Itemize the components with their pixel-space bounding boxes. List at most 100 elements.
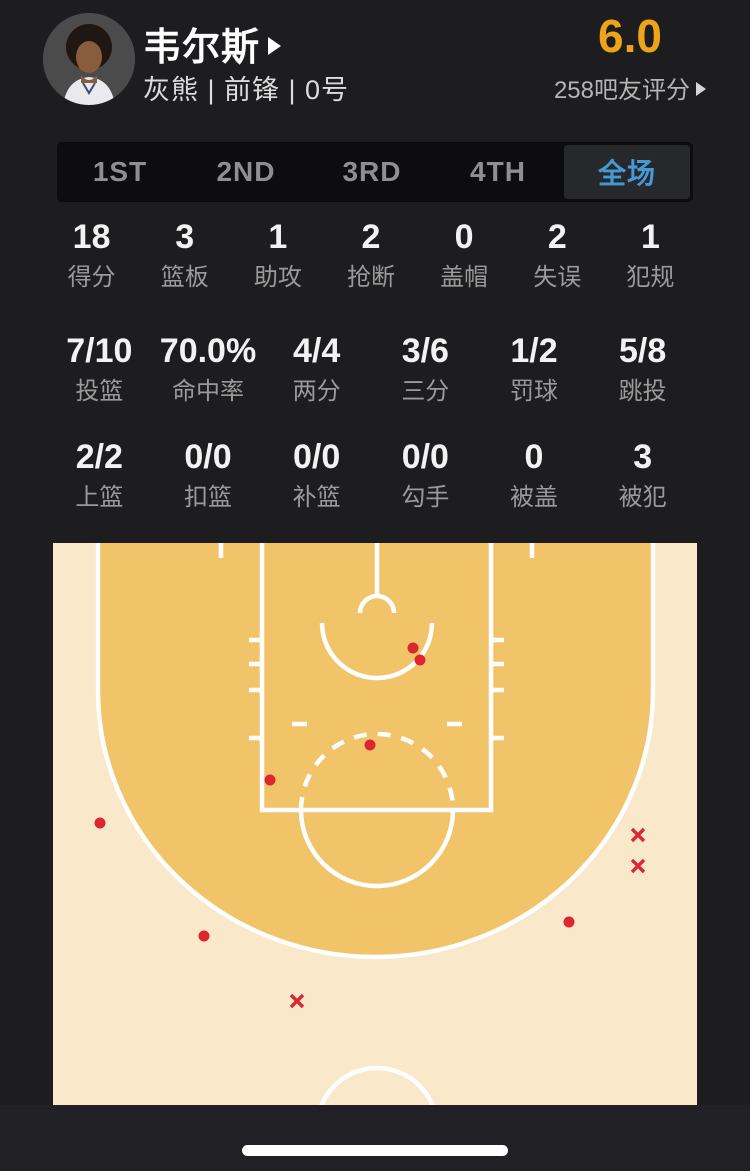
stat-篮板: 3 篮板	[138, 218, 231, 292]
name-arrow-icon	[268, 36, 282, 55]
rating-caption-row[interactable]: 258吧友评分	[554, 70, 706, 105]
stat-两分: 4/4 两分	[262, 332, 371, 406]
made-shot-marker	[264, 774, 276, 786]
stat-失误: 2 失误	[511, 218, 604, 292]
half-court-circle	[319, 1065, 435, 1105]
stat-label: 三分	[401, 378, 450, 405]
missed-shot-marker	[289, 993, 305, 1009]
rating-block: 6.0 258吧友评分	[554, 12, 706, 105]
stat-value: 3	[633, 438, 653, 476]
stat-value: 0/0	[401, 438, 449, 476]
stat-value: 7/10	[66, 332, 133, 370]
stat-label: 盖帽	[440, 264, 489, 291]
stat-label: 被犯	[618, 484, 667, 511]
made-shot-marker	[563, 916, 575, 928]
player-photo	[43, 13, 135, 105]
stat-犯规: 1 犯规	[604, 218, 697, 292]
stat-罚球: 1/2 罚球	[480, 332, 589, 406]
stat-value: 1/2	[510, 332, 558, 370]
lane-hash-marks	[249, 637, 504, 741]
baseline-hash-marks	[218, 543, 535, 558]
stats-row-1: 18 得分 3 篮板 1 助攻 2 抢断 0 盖帽 2 失误 1 犯规	[45, 218, 697, 292]
stat-label: 得分	[67, 264, 116, 291]
shot-markers-layer	[94, 642, 646, 1009]
stat-value: 0/0	[293, 438, 341, 476]
stat-label: 被盖	[509, 484, 558, 511]
stat-命中率: 70.0% 命中率	[154, 332, 263, 406]
tab-3RD[interactable]: 3RD	[342, 156, 402, 187]
stat-value: 5/8	[619, 332, 667, 370]
stat-value: 3/6	[401, 332, 449, 370]
restricted-area-arc	[319, 622, 435, 681]
shot-chart-court	[53, 543, 697, 1105]
tab-全场[interactable]: 全场	[564, 145, 690, 199]
made-shot-marker	[198, 930, 210, 942]
court-inner-floor	[98, 543, 653, 957]
stat-补篮: 0/0 补篮	[262, 438, 371, 512]
stat-label: 篮板	[160, 264, 209, 291]
quarter-tabbar: 1ST 2ND 3RD 4TH 全场	[57, 142, 693, 202]
hoop-arc	[357, 593, 397, 614]
stat-label: 跳投	[618, 378, 667, 405]
stat-label: 补篮	[292, 484, 341, 511]
rating-caption: 258吧友评分	[553, 77, 690, 104]
stat-label: 两分	[292, 378, 341, 405]
rating-value: 6.0	[598, 10, 662, 62]
stat-得分: 18 得分	[45, 218, 138, 292]
player-avatar[interactable]	[43, 13, 135, 105]
stat-助攻: 1 助攻	[231, 218, 324, 292]
player-name-row[interactable]: 韦尔斯	[143, 16, 282, 71]
stat-label: 助攻	[253, 264, 302, 291]
stat-value: 2/2	[75, 438, 123, 476]
free-throw-circle-dashed	[298, 731, 456, 811]
stat-label: 勾手	[401, 484, 450, 511]
stat-value: 70.0%	[159, 332, 257, 370]
tab-4TH[interactable]: 4TH	[470, 156, 526, 187]
stat-抢断: 2 抢断	[324, 218, 417, 292]
tab-1ST[interactable]: 1ST	[92, 156, 148, 187]
missed-shot-marker	[630, 827, 646, 843]
stat-被犯: 3 被犯	[588, 438, 697, 512]
stat-label: 命中率	[171, 378, 244, 405]
rating-arrow-icon	[696, 81, 706, 96]
player-name: 韦尔斯	[143, 27, 261, 69]
stat-label: 罚球	[509, 378, 558, 405]
stat-盖帽: 0 盖帽	[418, 218, 511, 292]
stat-value: 2	[547, 218, 567, 256]
made-shot-marker	[407, 642, 419, 654]
stat-label: 上篮	[75, 484, 124, 511]
stat-上篮: 2/2 上篮	[45, 438, 154, 512]
made-shot-marker	[414, 654, 426, 666]
stat-value: 0/0	[184, 438, 232, 476]
home-indicator[interactable]	[242, 1145, 508, 1156]
made-shot-marker	[94, 817, 106, 829]
stat-被盖: 0 被盖	[480, 438, 589, 512]
free-throw-circle-solid	[298, 809, 456, 889]
stat-value: 3	[175, 218, 195, 256]
missed-shot-marker	[630, 858, 646, 874]
stat-投篮: 7/10 投篮	[45, 332, 154, 406]
stat-value: 1	[268, 218, 288, 256]
stat-勾手: 0/0 勾手	[371, 438, 480, 512]
stat-label: 犯规	[626, 264, 675, 291]
stat-三分: 3/6 三分	[371, 332, 480, 406]
stat-label: 投篮	[75, 378, 124, 405]
stats-row-3: 2/2 上篮 0/0 扣篮 0/0 补篮 0/0 勾手 0 被盖 3 被犯	[45, 438, 697, 512]
three-point-line	[95, 543, 656, 960]
made-shot-marker	[364, 739, 376, 751]
stats-row-2: 7/10 投篮 70.0% 命中率 4/4 两分 3/6 三分 1/2 罚球 5/8 跳投	[45, 332, 697, 406]
stat-value: 2	[361, 218, 381, 256]
stat-value: 18	[72, 218, 111, 256]
stat-label: 抢断	[346, 264, 395, 291]
player-team-info: 灰熊 | 前锋 | 0号	[143, 75, 350, 105]
player-header: 韦尔斯 灰熊 | 前锋 | 0号 6.0 258吧友评分	[0, 0, 750, 128]
stat-value: 1	[640, 218, 660, 256]
shot-chart	[53, 543, 697, 1105]
stat-value: 4/4	[293, 332, 341, 370]
stat-value: 0	[524, 438, 544, 476]
stat-跳投: 5/8 跳投	[588, 332, 697, 406]
tab-2ND[interactable]: 2ND	[216, 156, 276, 187]
bottom-bar	[0, 1105, 750, 1171]
lane-box	[259, 543, 494, 813]
